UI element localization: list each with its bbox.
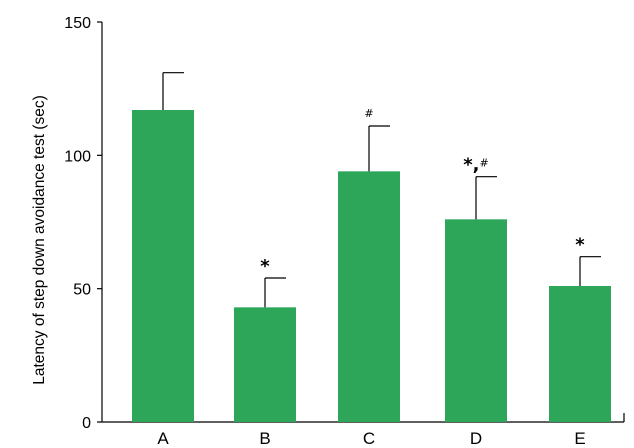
significance-label-E: * (575, 235, 585, 256)
y-tick-label-150: 150 (64, 15, 91, 32)
y-tick-label-50: 50 (73, 282, 91, 299)
bar-D (445, 219, 507, 422)
bar-C (338, 171, 400, 422)
x-tick-label-D: D (470, 429, 482, 448)
bar-B (234, 307, 296, 422)
significance-label-B: * (260, 256, 270, 277)
y-ticks: 0 50 100 150 (64, 15, 102, 432)
x-tick-label-A: A (157, 429, 169, 448)
x-tick-label-E: E (574, 429, 585, 448)
y-tick-label-0: 0 (82, 415, 91, 432)
bar-A (132, 110, 194, 422)
y-axis-label: Latency of step down avoidance test (sec… (31, 95, 48, 385)
bars: A B * C # D *,# E * (132, 72, 611, 448)
bar-E (549, 286, 611, 422)
significance-label-C: # (364, 107, 373, 120)
x-tick-label-B: B (259, 429, 270, 448)
y-tick-label-100: 100 (64, 148, 91, 165)
x-tick-label-C: C (363, 429, 375, 448)
significance-label-D: *,# (463, 155, 488, 176)
